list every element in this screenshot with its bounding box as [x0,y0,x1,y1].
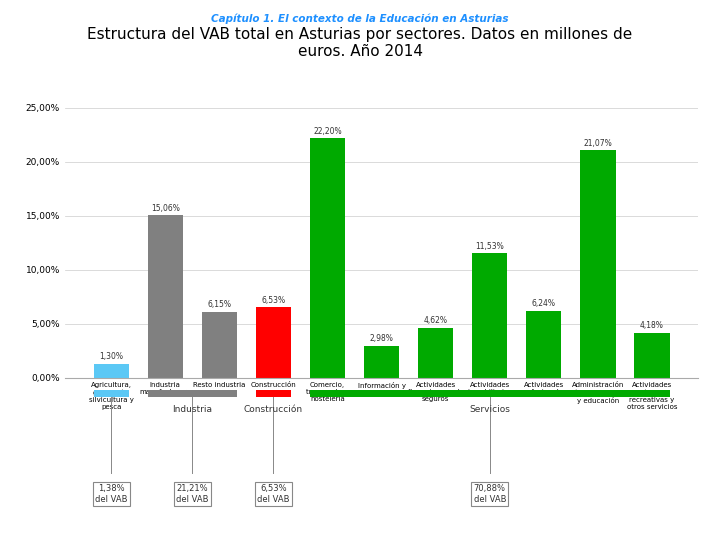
Text: 15,06%: 15,06% [150,204,180,213]
Text: 6,24%: 6,24% [532,299,556,308]
Text: 2,98%: 2,98% [369,334,394,343]
Text: Servicios: Servicios [469,405,510,414]
Text: 22,20%: 22,20% [313,126,342,136]
Text: 11,53%: 11,53% [475,242,504,251]
Bar [148,215,183,378]
Bar [310,138,345,378]
Text: Construcción: Construcción [244,405,303,414]
Bar [472,253,508,378]
Bar [202,312,237,378]
Bar [256,307,291,378]
Bar [580,151,616,378]
Bar [634,333,670,378]
Bar [364,346,399,378]
Text: 21,07%: 21,07% [584,139,612,148]
Text: 6,53%: 6,53% [261,296,286,305]
Text: 4,18%: 4,18% [640,321,664,330]
Text: Estructura del VAB total en Asturias por sectores. Datos en millones de
euros. A: Estructura del VAB total en Asturias por… [87,27,633,59]
Bar [526,310,562,378]
Text: Industria: Industria [172,405,212,414]
Text: 6,15%: 6,15% [207,300,231,309]
Text: 1,38%
del VAB: 1,38% del VAB [95,484,127,504]
Text: 4,62%: 4,62% [423,316,448,326]
Text: 1,30%: 1,30% [99,352,123,361]
Text: Capítulo 1. El contexto de la Educación en Asturias: Capítulo 1. El contexto de la Educación … [211,14,509,24]
Text: 6,53%
del VAB: 6,53% del VAB [257,484,289,504]
Text: 70,88%
del VAB: 70,88% del VAB [474,484,506,504]
Bar [94,364,129,378]
Text: 21,21%
del VAB: 21,21% del VAB [176,484,209,504]
Bar [418,328,454,378]
